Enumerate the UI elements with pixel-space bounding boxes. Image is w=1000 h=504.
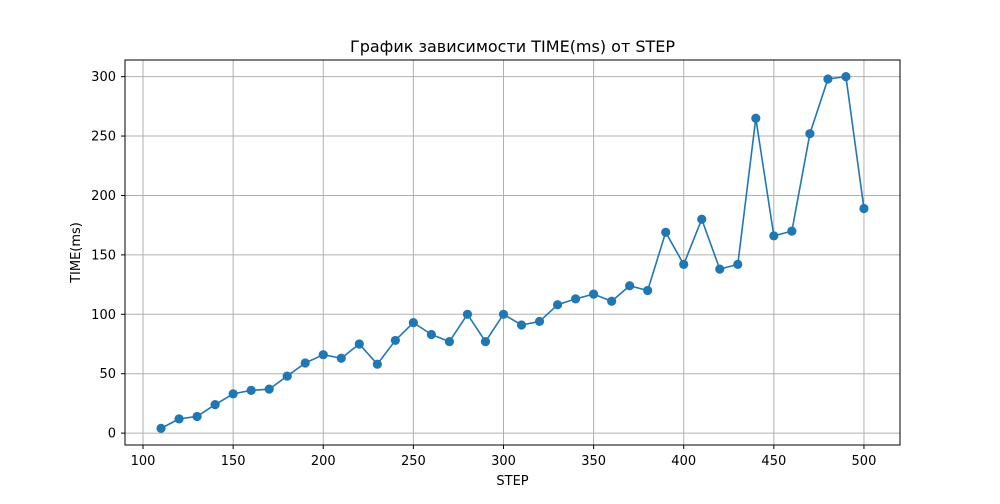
x-tick-label: 500 [852,454,877,469]
data-point [408,318,418,328]
data-point [354,339,364,349]
data-point [534,316,545,327]
y-tick-label: 250 [91,130,116,145]
data-point [625,281,635,291]
x-tick-label: 250 [401,454,426,469]
data-point [570,294,581,304]
data-point [156,423,166,433]
data-point [841,72,851,82]
data-point [174,414,184,424]
data-point [697,214,707,224]
data-point [192,411,202,422]
chart-title: График зависимости TIME(ms) от STEP [350,37,675,56]
data-point [787,226,797,236]
grid [125,60,900,445]
data-point [805,129,815,139]
data-point [480,337,491,347]
data-point [318,350,328,360]
data-point [300,358,310,368]
x-tick-label: 100 [131,454,156,469]
data-point [390,335,400,346]
x-tick-label: 300 [491,454,516,469]
data-point [444,337,455,347]
data-point [607,296,617,306]
data-point [679,259,689,269]
data-point [498,309,509,319]
data-point [751,113,761,123]
y-tick-label: 0 [108,427,116,442]
x-axis-label: STEP [496,474,528,489]
data-point [462,309,473,319]
data-point [210,400,220,410]
data-point [643,285,653,296]
y-tick-label: 300 [91,70,116,85]
data-point [282,371,292,381]
x-tick-label: 400 [671,454,696,469]
data-point [661,227,671,237]
y-tick-label: 200 [91,189,116,204]
data-point [228,389,238,399]
y-axis-label: TIME(ms) [69,222,84,284]
data-point [769,231,779,241]
data-point [715,264,725,274]
data-point [589,289,599,299]
y-tick-label: 100 [91,308,116,323]
series-line [160,75,865,430]
x-tick-label: 450 [761,454,786,469]
series-layer [156,72,869,433]
data-point [336,353,346,363]
x-tick-label: 150 [221,454,246,469]
data-point [516,320,527,330]
data-point [246,385,256,395]
data-point [859,203,869,214]
ticks: 100 150 200 250 300 350 400 450 500 0 50 100 150 200 2… [91,70,876,469]
y-tick-label: 50 [99,367,116,382]
data-point [426,329,436,340]
data-point [823,74,833,84]
x-tick-label: 350 [581,454,606,469]
plot-area-frame [124,59,901,446]
data-point [733,259,743,269]
data-point [372,359,382,369]
data-point [552,300,563,310]
y-tick-label: 150 [91,248,116,263]
x-tick-label: 200 [311,454,336,469]
data-point [264,384,274,394]
